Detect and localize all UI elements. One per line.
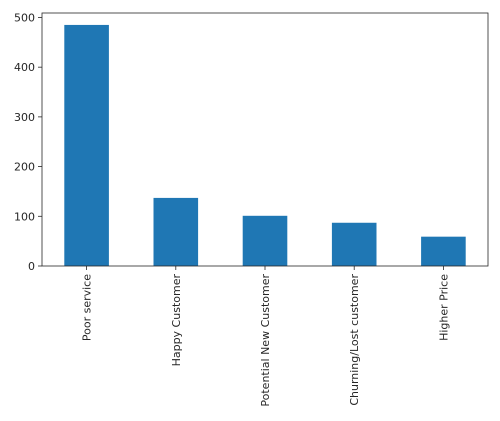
x-tick-label: Happy Customer	[170, 274, 183, 367]
bar	[421, 236, 466, 266]
x-tick-label: Higher Price	[437, 274, 450, 341]
plot-frame	[41, 12, 489, 267]
y-tick-label: 500	[14, 11, 35, 24]
bar	[153, 197, 199, 266]
x-tick-label: Churning/Lost customer	[348, 274, 361, 406]
x-tick-label: Poor service	[81, 274, 94, 341]
y-tick-label: 100	[14, 210, 35, 223]
y-tick-label: 300	[14, 111, 35, 124]
y-tick-label: 200	[14, 161, 35, 174]
bar	[331, 222, 377, 266]
bar	[64, 24, 109, 266]
bar	[242, 215, 288, 266]
x-tick-label: Potential New Customer	[259, 274, 272, 407]
y-tick-label: 400	[14, 61, 35, 74]
y-tick-label: 0	[28, 260, 35, 273]
